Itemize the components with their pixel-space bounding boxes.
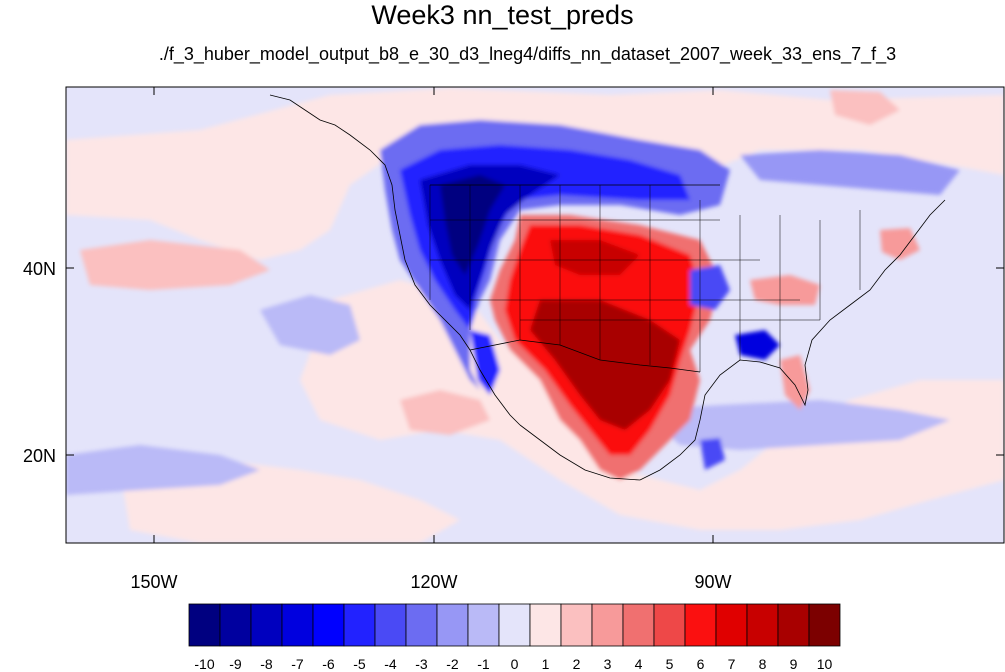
state-borders-layer <box>429 185 861 372</box>
colorbar-label: 5 <box>666 656 674 672</box>
blue-band-gulf <box>640 400 950 450</box>
colorbar-box <box>715 603 748 647</box>
colorbar-box <box>777 603 810 647</box>
colorbar-box <box>250 603 283 647</box>
meridian-state-lines <box>429 185 861 372</box>
colorbar-box <box>405 603 438 647</box>
colorbar-box <box>312 603 345 647</box>
lon-tick-label-1: 120W <box>410 572 457 592</box>
pink-patch-northeast <box>830 90 900 125</box>
blue-patch-yucatan <box>700 438 725 470</box>
colorbar-box <box>374 603 407 647</box>
colorbar-box <box>560 603 593 647</box>
red-patch-atlantic <box>880 228 920 260</box>
colorbar-box <box>498 603 531 647</box>
colorbar-box <box>343 603 376 647</box>
colorbar-label: -5 <box>353 656 366 672</box>
map-title: Week3 nn_test_preds <box>371 0 634 30</box>
colorbar-label: 7 <box>728 656 736 672</box>
colorbar-label: 1 <box>542 656 550 672</box>
colorbar-label: -6 <box>322 656 335 672</box>
colorbar-box <box>529 603 562 647</box>
colorbar-label: -3 <box>415 656 428 672</box>
tick-marks <box>66 87 1004 543</box>
colorbar-box <box>436 603 469 647</box>
blue-patch-pacific <box>260 295 360 355</box>
parallel-state-lines <box>430 219 820 321</box>
mexico-west-coastline <box>519 424 641 481</box>
colorbar-box <box>188 603 221 647</box>
pacific-coastline <box>269 94 521 426</box>
pink-patch-west <box>80 240 270 290</box>
red-patch-florida <box>780 355 810 410</box>
colorbar-box <box>281 603 314 647</box>
colorbar-label: 6 <box>697 656 705 672</box>
red-deep-southwest <box>530 300 680 430</box>
colorbar-label: -7 <box>291 656 304 672</box>
blue-band-canada-east <box>740 150 960 195</box>
colorbar-box <box>467 603 500 647</box>
blue-darkest-west <box>440 175 505 275</box>
colorbar-label: -2 <box>446 656 459 672</box>
colorbar-label: -1 <box>477 656 490 672</box>
plot-frame <box>65 86 1005 544</box>
colorbar-label: 0 <box>511 656 519 672</box>
colorbar-label: 2 <box>573 656 581 672</box>
colorbar-label: -10 <box>194 656 214 672</box>
colorbar-box <box>219 603 252 647</box>
colorbar-box <box>746 603 779 647</box>
pink-region-north <box>66 88 1004 260</box>
gulf-atlantic-coastline <box>639 199 946 481</box>
lat-tick-label-0: 40N <box>23 259 56 279</box>
colorbar-box <box>591 603 624 647</box>
lat-tick-label-1: 20N <box>23 446 56 466</box>
field-layer <box>66 87 1004 543</box>
lon-tick-label-2: 90W <box>694 572 731 592</box>
blue-patch-baja <box>470 330 500 395</box>
colorbar-label: 10 <box>817 656 833 672</box>
map-subtitle: ./f_3_huber_model_output_b8_e_30_d3_lneg… <box>158 44 897 64</box>
red-deep-north <box>550 240 640 275</box>
colorbar-box <box>684 603 717 647</box>
blue-patch-southeast <box>735 330 780 360</box>
colorbar: -10 -9 -8 -7 -6 -5 -4 -3 -2 -1 0 1 2 3 4 5 6 7 8 9 10 <box>188 603 841 672</box>
lon-tick-label-0: 150W <box>130 572 177 592</box>
colorbar-label: -9 <box>229 656 242 672</box>
colorbar-box <box>653 603 686 647</box>
blue-band-southwest <box>66 445 260 495</box>
colorbar-label: 3 <box>604 656 612 672</box>
colorbar-box <box>808 603 841 647</box>
colorbar-label: 8 <box>759 656 767 672</box>
pink-patch-baja-offshore <box>400 390 490 435</box>
red-patch-east <box>750 275 820 305</box>
colorbar-label: 4 <box>635 656 643 672</box>
colorbar-label: -8 <box>260 656 273 672</box>
colorbar-box <box>622 603 655 647</box>
colorbar-label: 9 <box>790 656 798 672</box>
colorbar-label: -4 <box>384 656 397 672</box>
